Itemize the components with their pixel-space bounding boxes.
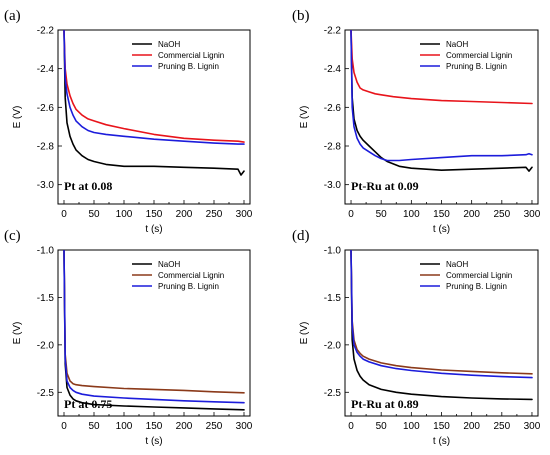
x-tick-label: 150 bbox=[146, 421, 163, 432]
chart-panel: 0 50 100 150 200 250 300 -3.0 -2.8 -2.6 -2.4 -2.2 t … bbox=[299, 26, 541, 236]
panel-label: (c) bbox=[4, 228, 21, 244]
series-line-naoh bbox=[63, 30, 245, 176]
x-tick-label: 300 bbox=[524, 421, 541, 432]
x-tick-label: 200 bbox=[176, 421, 193, 432]
y-tick-label: -1.5 bbox=[37, 293, 55, 304]
panel-label: (d) bbox=[292, 228, 310, 244]
y-tick-label: -1.5 bbox=[324, 293, 342, 304]
series-line-pruning-b-lignin bbox=[350, 30, 533, 162]
y-axis-title: E (V) bbox=[12, 106, 23, 129]
x-tick-label: 50 bbox=[376, 209, 388, 220]
panel-annotation: Pt at 0.08 bbox=[64, 179, 112, 193]
y-tick-label: -2.4 bbox=[37, 64, 55, 75]
panel-annotation: Pt at 0.75 bbox=[64, 397, 112, 411]
panel-annotation: Pt-Ru at 0.89 bbox=[351, 397, 419, 411]
x-tick-label: 250 bbox=[493, 421, 510, 432]
series-line-pruning-b-lignin bbox=[63, 30, 245, 145]
x-tick-label: 200 bbox=[176, 209, 193, 220]
x-tick-label: 300 bbox=[236, 209, 253, 220]
chart-panel: 0 50 100 150 200 250 300 -2.5 -2.0 -1.5 -1.0 t (s) E… bbox=[12, 246, 253, 448]
y-tick-label: -2.0 bbox=[324, 340, 342, 351]
x-tick-label: 100 bbox=[403, 421, 420, 432]
x-tick-label: 200 bbox=[463, 209, 480, 220]
x-tick-label: 50 bbox=[376, 421, 388, 432]
y-tick-label: -2.0 bbox=[37, 340, 55, 351]
x-tick-label: 300 bbox=[236, 421, 253, 432]
series-line-naoh bbox=[350, 250, 533, 401]
x-axis-title: t (s) bbox=[145, 436, 162, 447]
legend-entry: Pruning B. Lignin bbox=[446, 282, 507, 291]
x-tick-label: 150 bbox=[433, 209, 450, 220]
x-tick-label: 250 bbox=[493, 209, 510, 220]
x-tick-label: 50 bbox=[88, 421, 100, 432]
x-tick-label: 250 bbox=[206, 421, 223, 432]
x-tick-label: 150 bbox=[433, 421, 450, 432]
y-tick-label: -2.5 bbox=[324, 388, 342, 399]
x-tick-label: 0 bbox=[348, 209, 354, 220]
y-tick-label: -1.0 bbox=[37, 246, 55, 257]
y-tick-label: -2.5 bbox=[37, 388, 55, 399]
series-line-naoh bbox=[63, 250, 245, 411]
panel-annotation: Pt-Ru at 0.09 bbox=[351, 179, 419, 193]
y-tick-label: -2.4 bbox=[324, 64, 342, 75]
legend-entry: NaOH bbox=[158, 260, 180, 269]
y-tick-label: -2.8 bbox=[324, 142, 342, 153]
x-tick-label: 50 bbox=[88, 209, 100, 220]
x-tick-label: 300 bbox=[524, 209, 541, 220]
legend-entry: NaOH bbox=[446, 260, 468, 269]
legend-entry: Commercial Lignin bbox=[158, 51, 224, 60]
y-tick-label: -2.2 bbox=[324, 26, 342, 37]
x-tick-label: 100 bbox=[403, 209, 420, 220]
legend-entry: Pruning B. Lignin bbox=[446, 62, 507, 71]
x-axis-title: t (s) bbox=[433, 436, 450, 447]
panel-label: (b) bbox=[292, 8, 310, 24]
series-line-commercial-lignin bbox=[350, 250, 533, 375]
x-tick-label: 200 bbox=[463, 421, 480, 432]
series-line-pruning-b-lignin bbox=[63, 250, 245, 404]
x-tick-label: 0 bbox=[348, 421, 354, 432]
y-axis-title: E (V) bbox=[299, 322, 310, 345]
y-tick-label: -1.0 bbox=[324, 246, 342, 257]
series-line-commercial-lignin bbox=[63, 30, 245, 143]
y-axis-title: E (V) bbox=[299, 106, 310, 129]
legend-entry: Commercial Lignin bbox=[446, 51, 512, 60]
x-tick-label: 150 bbox=[146, 209, 163, 220]
y-tick-label: -3.0 bbox=[37, 180, 55, 191]
legend-entry: Commercial Lignin bbox=[158, 271, 224, 280]
chart-panel: 0 50 100 150 200 250 300 -2.5 -2.0 -1.5 -1.0 t (s) E… bbox=[299, 246, 541, 448]
panel-label: (a) bbox=[4, 8, 21, 24]
x-tick-label: 100 bbox=[116, 209, 133, 220]
y-axis-title: E (V) bbox=[12, 322, 23, 345]
x-axis-title: t (s) bbox=[433, 224, 450, 235]
y-tick-label: -2.6 bbox=[324, 103, 342, 114]
y-tick-label: -2.8 bbox=[37, 142, 55, 153]
x-tick-label: 250 bbox=[206, 209, 223, 220]
legend-entry: NaOH bbox=[446, 40, 468, 49]
x-tick-label: 0 bbox=[61, 421, 67, 432]
legend-entry: Pruning B. Lignin bbox=[158, 282, 219, 291]
y-tick-label: -2.2 bbox=[37, 26, 55, 37]
x-tick-label: 100 bbox=[116, 421, 133, 432]
legend-entry: NaOH bbox=[158, 40, 180, 49]
x-tick-label: 0 bbox=[61, 209, 67, 220]
y-tick-label: -3.0 bbox=[324, 180, 342, 191]
series-line-commercial-lignin bbox=[350, 30, 533, 105]
series-line-pruning-b-lignin bbox=[350, 250, 533, 379]
legend-entry: Pruning B. Lignin bbox=[158, 62, 219, 71]
chart-panel: 0 50 100 150 200 250 300 -3.0 -2.8 -2.6 -2.4 -2.2 t … bbox=[12, 26, 253, 236]
legend-entry: Commercial Lignin bbox=[446, 271, 512, 280]
y-tick-label: -2.6 bbox=[37, 103, 55, 114]
x-axis-title: t (s) bbox=[145, 224, 162, 235]
